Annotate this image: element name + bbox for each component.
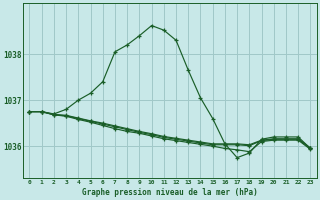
X-axis label: Graphe pression niveau de la mer (hPa): Graphe pression niveau de la mer (hPa) bbox=[82, 188, 258, 197]
